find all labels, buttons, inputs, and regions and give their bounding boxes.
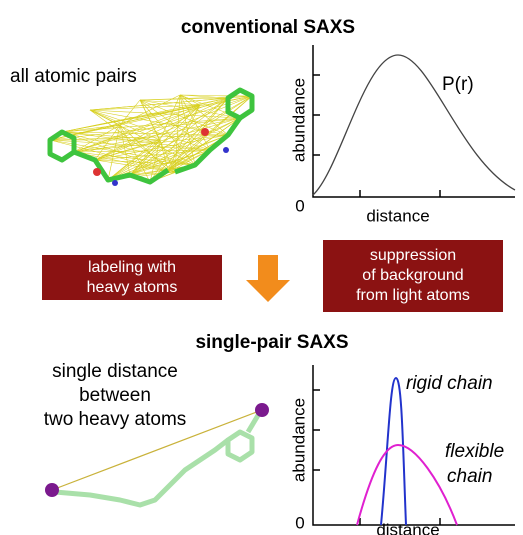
rigid-curve [381, 378, 406, 525]
flexible-curve [357, 445, 457, 525]
atom [201, 128, 209, 136]
pair-line [108, 118, 240, 180]
label: all atomic pairs [10, 66, 137, 87]
rigid-label: rigid chain [406, 373, 493, 394]
curve-label: P(r) [442, 74, 474, 95]
axes [313, 45, 515, 197]
title: conventional SAXS [181, 17, 355, 38]
step-text: heavy atoms [87, 279, 178, 296]
atom [93, 168, 101, 176]
label: two heavy atoms [44, 409, 187, 430]
x-label: distance [376, 520, 439, 535]
flexible-label: flexible [445, 441, 504, 462]
origin: 0 [295, 196, 304, 215]
heavy-atom [255, 403, 269, 417]
atom [223, 147, 229, 153]
step-text: suppression [370, 247, 456, 264]
origin: 0 [295, 513, 304, 532]
heavy-atom [45, 483, 59, 497]
y-label: abundance [289, 398, 308, 482]
y-label: abundance [289, 78, 308, 162]
step-text: labeling with [88, 259, 176, 276]
pr-curve [313, 55, 515, 195]
x-label: distance [366, 206, 429, 225]
label: single distance [52, 361, 178, 382]
figure: conventional SAXS all atomic pairs abund… [0, 0, 523, 535]
label: between [79, 385, 151, 406]
atom [112, 180, 118, 186]
flexible-label: chain [447, 466, 492, 487]
step-text: of background [362, 267, 463, 284]
title: single-pair SAXS [195, 332, 348, 353]
step-text: from light atoms [356, 287, 470, 304]
arrow [246, 255, 290, 302]
